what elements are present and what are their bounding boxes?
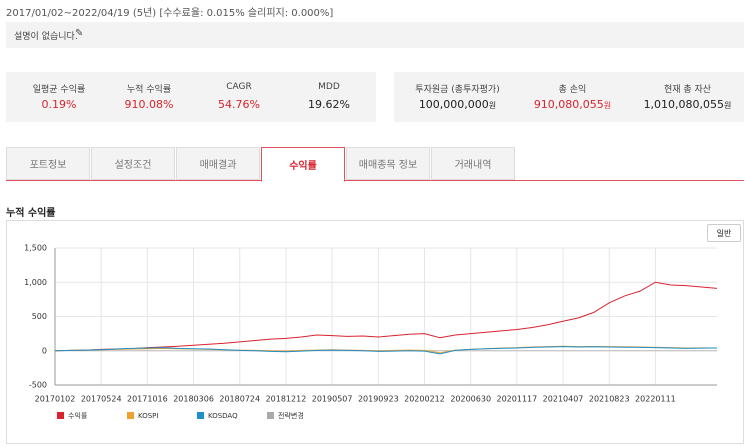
stat-value: 54.76%: [218, 98, 260, 111]
tab[interactable]: 거래내역: [431, 147, 515, 180]
stat-value: 100,000,000: [418, 98, 489, 111]
legend-swatch: [57, 412, 64, 419]
x-tick-label: 20181212: [266, 395, 307, 404]
x-tick-label: 20190923: [358, 395, 399, 404]
x-tick-label: 20180306: [173, 395, 214, 404]
stat-label: 총 손익: [558, 85, 587, 95]
legend-label: 전략변경: [278, 411, 304, 420]
stat-value-row: 19.62%: [259, 98, 399, 111]
x-tick-label: 20210407: [543, 395, 584, 404]
tab-line: [6, 180, 744, 181]
stat-label: CAGR: [226, 82, 252, 92]
tab[interactable]: 수익률: [261, 147, 345, 182]
series-line: [54, 346, 718, 355]
x-tick-label: 20170102: [35, 395, 76, 404]
legend-swatch: [197, 412, 204, 419]
x-tick-label: 20210823: [589, 395, 630, 404]
period: 2017/01/02~2022/04/19 (5년) [수수료율: 0.015%…: [6, 8, 334, 19]
edit-icon[interactable]: ✎: [75, 28, 84, 39]
stat-label: 투자원금 (총투자평가): [415, 85, 500, 95]
series-line: [54, 281, 718, 352]
stat-value: 1,010,080,055: [643, 98, 725, 111]
stat-value-row: 910.08%: [79, 98, 219, 111]
stat-unit: 원: [488, 101, 497, 110]
section-title: 누적 수익률: [6, 208, 56, 219]
tab[interactable]: 매매결과: [176, 147, 260, 180]
y-tick-label: 500: [32, 312, 47, 321]
stat-unit: 원: [603, 101, 612, 110]
stat-value-row: 54.76%: [169, 98, 309, 111]
stat-value: 19.62%: [308, 98, 350, 111]
stats-left-box: [6, 72, 376, 122]
x-tick-label: 20180724: [219, 395, 260, 404]
x-tick-label: 20220111: [635, 395, 676, 404]
stat-unit: 원: [724, 101, 732, 110]
stat-value: 910.08%: [124, 98, 174, 111]
y-tick-label: 1,500: [24, 244, 47, 253]
legend-label: KOSPI: [138, 412, 158, 420]
legend-label: 수익률: [68, 412, 88, 420]
legend-swatch: [127, 412, 134, 419]
x-tick-label: 20200212: [404, 395, 445, 404]
chart-box: [6, 220, 744, 444]
x-tick-label: 20201117: [497, 395, 538, 404]
stat-label: 일평균 수익률: [32, 85, 86, 95]
stat-value: 0.19%: [41, 98, 77, 111]
x-tick-label: 20170524: [81, 395, 122, 404]
stat-value-row: 910,080,055원: [503, 98, 643, 111]
view-button[interactable]: 일반: [707, 224, 741, 242]
y-tick-label: -500: [29, 381, 47, 390]
y-tick-label: 1,000: [24, 278, 47, 287]
tab[interactable]: 매매종목 정보: [346, 147, 430, 180]
stat-value: 910,080,055: [533, 98, 604, 111]
stat-label: 현재 총 자산: [663, 85, 712, 95]
x-tick-label: 20171016: [127, 395, 168, 404]
tab[interactable]: 포트정보: [6, 147, 90, 180]
y-tick-label: 0: [42, 346, 47, 355]
stat-value-row: 0.19%: [0, 98, 129, 111]
x-tick-label: 20200630: [450, 395, 491, 404]
x-tick-label: 20190507: [312, 395, 353, 404]
stat-label: 누적 수익률: [126, 85, 172, 95]
legend-label: KOSDAQ: [208, 412, 238, 420]
description: 설명이 없습니다.: [14, 32, 78, 42]
tab[interactable]: 설정조건: [91, 147, 175, 180]
stat-value-row: 1,010,080,055원: [618, 98, 750, 111]
stat-value-row: 100,000,000원: [388, 98, 528, 111]
legend-swatch: [267, 412, 274, 419]
stats-right-box: [394, 72, 744, 122]
description-box: [6, 22, 744, 48]
stat-label: MDD: [318, 82, 340, 92]
